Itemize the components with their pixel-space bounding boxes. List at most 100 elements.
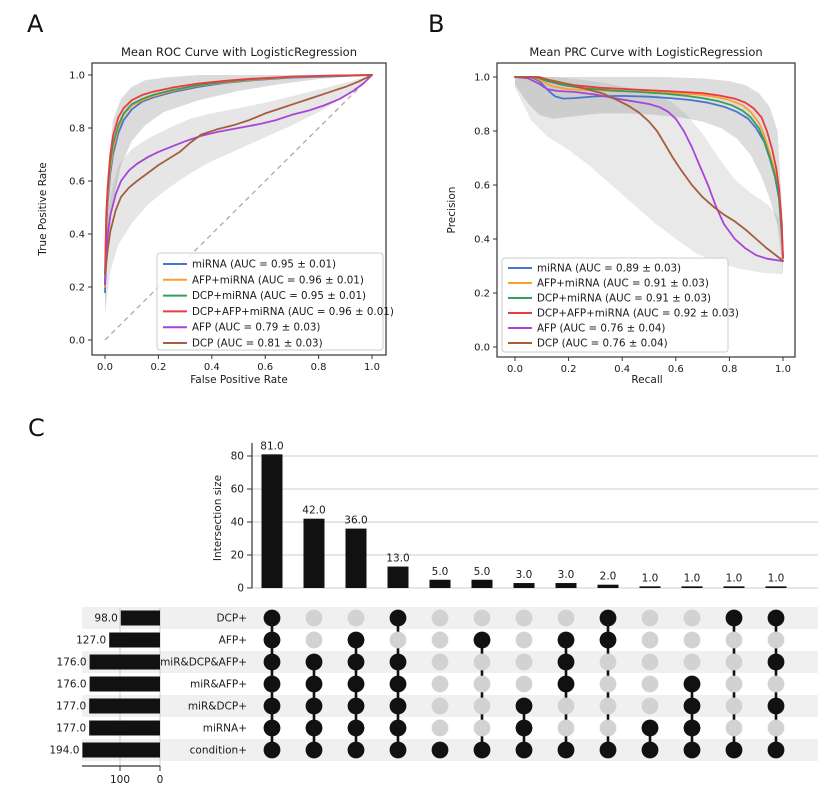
membership-dot-on [389,609,407,627]
set-size-value: 176.0 [57,679,87,691]
membership-dot-off [725,653,743,671]
membership-dot-off [473,697,491,715]
x-axis-label: Recall [631,374,662,386]
membership-dot-on [473,741,491,759]
membership-dot-off [515,631,533,649]
membership-dot-off [641,697,659,715]
membership-dot-on [515,719,533,737]
intersection-bar-value: 13.0 [386,553,409,565]
curve-a-3 [104,74,373,275]
x-tick-label: 0.2 [150,362,166,373]
membership-dot-off [683,609,701,627]
x-tick-label: 0.4 [614,364,630,375]
membership-dot-off [641,653,659,671]
intersection-bar [261,454,283,588]
membership-dot-on [347,653,365,671]
legend-entry-label: miRNA (AUC = 0.95 ± 0.01) [192,259,336,271]
ci-band-a-1 [105,75,372,314]
membership-dot-on [515,697,533,715]
membership-dot-off [473,653,491,671]
membership-dot-on [683,697,701,715]
membership-dot-off [305,609,323,627]
legend-entry-label: DCP (AUC = 0.76 ± 0.04) [537,338,668,350]
membership-dot-on [263,741,281,759]
membership-dot-off [767,719,785,737]
set-size-bar [89,698,160,714]
row-stripe [82,607,818,629]
membership-dot-off [725,631,743,649]
membership-dot-on [767,653,785,671]
membership-dot-on [305,675,323,693]
legend-box [156,252,384,351]
membership-dot-on [557,631,575,649]
y-tick-label: 0.8 [474,127,490,138]
membership-dot-off [431,675,449,693]
set-size-value: 194.0 [49,745,79,757]
intersection-bar [681,586,703,588]
curve-b-4 [514,76,784,263]
membership-dot-on [473,631,491,649]
membership-dot-on [263,697,281,715]
membership-dot-off [305,631,323,649]
prc-chart: 0.0 0.2 0.4 0.6 0.8 1.0 0.0 0.2 0.4 0.6 0.8 1.0 Mean… [446,45,796,386]
x-tick-label: 0.6 [668,364,684,375]
membership-dot-on [389,653,407,671]
membership-dot-off [683,653,701,671]
intersection-bar [429,579,451,588]
membership-dot-on [767,697,785,715]
membership-dot-on [263,653,281,671]
curve-b-1 [514,76,784,259]
membership-dot-on [683,719,701,737]
legend-entry-label: miRNA (AUC = 0.89 ± 0.03) [537,263,681,275]
membership-dot-on [263,719,281,737]
membership-dot-off [431,653,449,671]
legend-box [501,257,729,353]
membership-dot-off [473,719,491,737]
intersection-bar-value: 81.0 [260,440,283,452]
membership-dot-on [347,631,365,649]
membership-dot-on [725,741,743,759]
set-size-value: 176.0 [57,657,87,669]
membership-dot-on [389,697,407,715]
membership-dot-off [641,609,659,627]
intersection-y-tick-label: 0 [237,583,244,595]
intersection-bar-value: 5.0 [432,566,449,578]
x-tick-label: 0.2 [561,364,577,375]
membership-dot-off [767,675,785,693]
curve-a-5 [104,74,373,275]
membership-dot-off [347,609,365,627]
set-size-bar [89,654,160,670]
membership-dot-off [725,719,743,737]
membership-dot-off [431,719,449,737]
membership-dot-on [599,609,617,627]
membership-dot-off [557,719,575,737]
set-size-value: 127.0 [76,635,106,647]
intersection-bar-value: 42.0 [302,505,325,517]
y-tick-label: 0.0 [69,336,85,347]
intersection-bar [723,586,745,588]
intersection-bar [471,579,493,588]
membership-dot-off [557,697,575,715]
y-tick-label: 0.6 [474,181,490,192]
membership-dot-on [263,631,281,649]
intersection-bar-value: 3.0 [558,569,575,581]
membership-dot-off [515,653,533,671]
membership-dot-off [431,697,449,715]
set-size-value: 177.0 [56,701,86,713]
set-size-tick-label: 0 [157,774,164,786]
set-size-tick-label: 100 [110,774,130,786]
intersection-axis-label: Intersection size [212,475,224,561]
y-axis-label: Precision [446,187,458,234]
membership-dot-off [431,609,449,627]
set-size-bar [82,742,160,758]
intersection-bar-value: 5.0 [474,566,491,578]
panel-a-label: A [27,10,44,38]
membership-dot-off [641,675,659,693]
membership-dot-off [599,653,617,671]
upset-plot: 0 20 40 60 80 Intersection size 81.0 42.0 36.0 13… [49,440,818,786]
axes-frame [496,62,796,358]
set-size-value: 98.0 [94,613,117,625]
set-row-label: miR&DCP&AFP+ [160,657,247,669]
membership-dot-on [767,741,785,759]
intersection-y-tick-label: 20 [231,550,244,562]
